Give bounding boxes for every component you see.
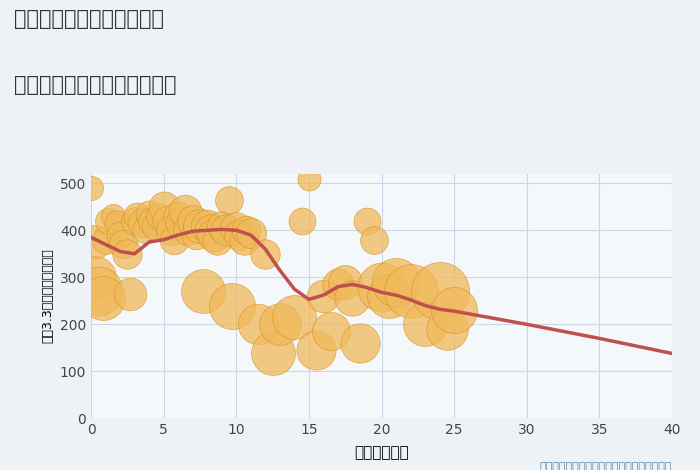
Point (190, 231, 201, 239)
Point (234, 231, 245, 239)
Point (103, 217, 114, 225)
Point (238, 236, 249, 243)
Point (245, 229, 256, 236)
Point (369, 236, 380, 243)
Point (226, 302, 237, 309)
Point (325, 328, 336, 335)
Point (204, 227, 216, 234)
Text: 神奈川県横浜市中区花咲町: 神奈川県横浜市中区花咲町 (14, 9, 164, 30)
X-axis label: 築年数（年）: 築年数（年） (354, 446, 409, 461)
Point (202, 222, 213, 229)
Point (212, 236, 223, 243)
Point (289, 313, 300, 321)
Point (154, 212, 165, 220)
Point (354, 339, 365, 347)
Point (92, 288, 104, 295)
Point (267, 349, 278, 356)
Point (136, 219, 148, 227)
Point (376, 283, 387, 290)
Point (434, 288, 445, 295)
Text: 円の大きさは、取引のあった物件面積を示す: 円の大きさは、取引のあった物件面積を示す (540, 462, 672, 470)
Point (150, 222, 162, 229)
Point (241, 227, 252, 234)
Point (158, 203, 169, 211)
Point (383, 292, 394, 300)
Point (161, 217, 172, 225)
Point (340, 278, 351, 286)
Point (274, 321, 286, 328)
Point (441, 325, 452, 333)
Point (139, 227, 150, 234)
Point (216, 222, 228, 229)
Point (88, 238, 99, 246)
Point (311, 346, 322, 354)
Point (168, 236, 179, 243)
Point (114, 231, 126, 239)
Point (318, 292, 329, 300)
Point (209, 231, 220, 239)
Text: 築年数別中古マンション価格: 築年数別中古マンション価格 (14, 75, 176, 95)
Point (303, 175, 314, 182)
Point (419, 321, 430, 328)
Point (85, 184, 97, 192)
Point (220, 227, 232, 234)
Point (90, 274, 101, 281)
Point (132, 212, 143, 220)
Point (180, 208, 191, 215)
Point (183, 227, 194, 234)
Point (111, 219, 122, 227)
Point (129, 217, 140, 225)
Point (125, 290, 136, 298)
Point (144, 210, 155, 218)
Point (260, 250, 271, 258)
Y-axis label: 坪（3.3㎡）単価（万円）: 坪（3.3㎡）単価（万円） (41, 249, 54, 344)
Point (332, 281, 344, 288)
Point (231, 224, 242, 232)
Point (449, 306, 460, 314)
Point (405, 288, 416, 295)
Point (97, 295, 108, 302)
Point (122, 250, 133, 258)
Point (165, 227, 176, 234)
Point (118, 241, 129, 248)
Point (100, 236, 111, 243)
Point (391, 278, 402, 286)
Point (197, 288, 209, 295)
Point (176, 219, 187, 227)
Point (253, 321, 264, 328)
Point (195, 222, 206, 229)
Point (361, 217, 372, 225)
Point (172, 212, 183, 220)
Point (346, 295, 358, 302)
Point (107, 212, 118, 220)
Point (146, 217, 158, 225)
Point (223, 196, 235, 204)
Point (187, 217, 198, 225)
Point (296, 217, 307, 225)
